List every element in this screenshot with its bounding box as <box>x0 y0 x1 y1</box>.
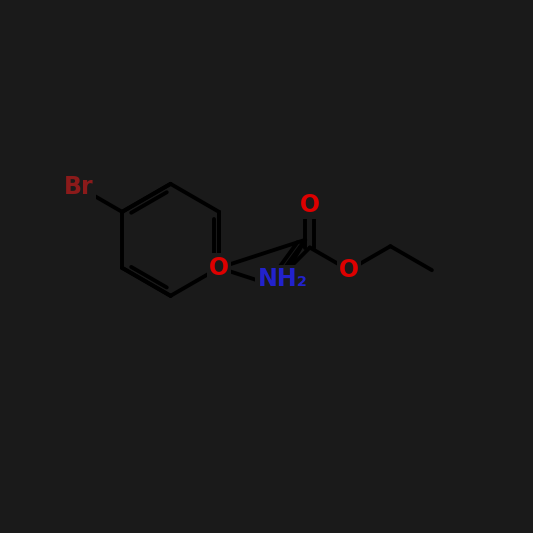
Text: O: O <box>209 256 229 280</box>
Text: O: O <box>339 258 359 282</box>
Text: NH₂: NH₂ <box>257 267 308 291</box>
Text: O: O <box>300 193 320 217</box>
Text: Br: Br <box>63 175 93 199</box>
